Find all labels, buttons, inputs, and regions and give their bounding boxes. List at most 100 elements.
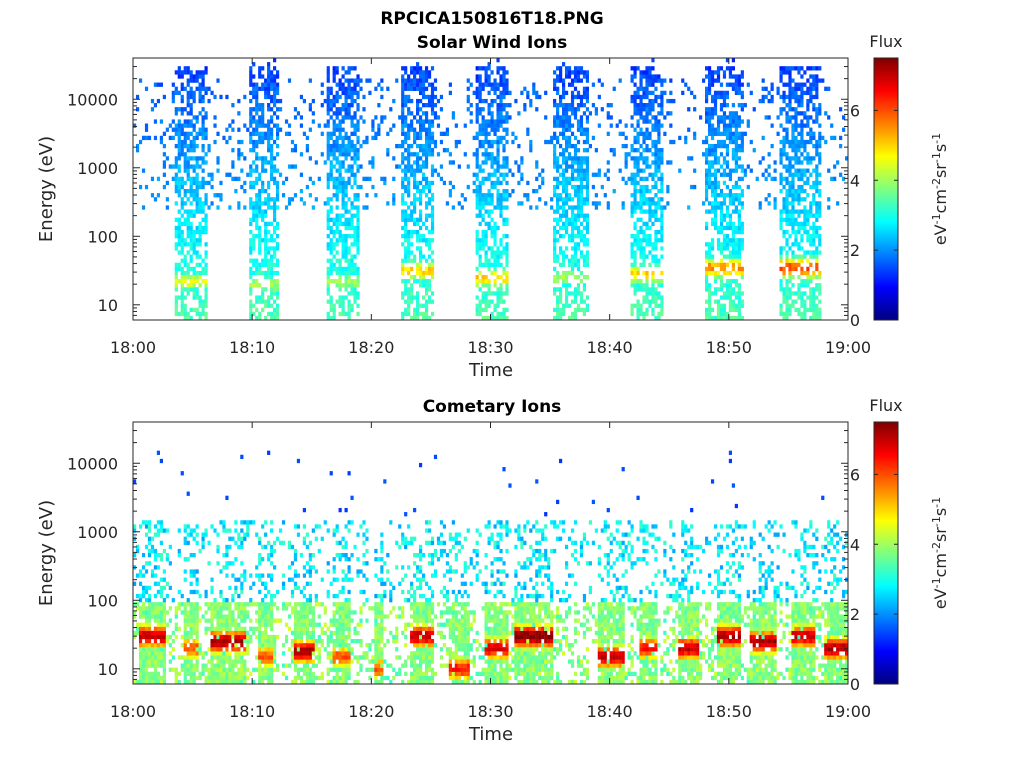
heatmap-cell bbox=[660, 90, 664, 96]
heatmap-cell bbox=[576, 156, 581, 161]
heatmap-cell bbox=[791, 180, 795, 186]
heatmap-cell bbox=[189, 274, 193, 280]
heatmap-cell bbox=[559, 291, 563, 296]
heatmap-cell bbox=[567, 193, 572, 198]
heatmap-cell bbox=[162, 634, 166, 640]
heatmap-cell bbox=[419, 78, 423, 83]
heatmap-cell bbox=[487, 111, 491, 116]
heatmap-cell bbox=[639, 86, 643, 91]
heatmap-cell bbox=[153, 557, 158, 562]
heatmap-cell bbox=[427, 131, 432, 136]
heatmap-cell bbox=[332, 123, 336, 128]
heatmap-cell bbox=[654, 242, 658, 247]
heatmap-cell bbox=[481, 123, 485, 128]
heatmap-cell bbox=[478, 78, 482, 83]
heatmap-cell bbox=[645, 82, 649, 87]
heatmap-cell bbox=[264, 86, 268, 91]
heatmap-cell bbox=[484, 160, 488, 165]
heatmap-cell bbox=[460, 205, 464, 210]
heatmap-cell bbox=[493, 270, 497, 276]
heatmap-cell bbox=[731, 229, 735, 235]
heatmap-cell bbox=[496, 262, 500, 267]
heatmap-cell bbox=[427, 74, 432, 79]
heatmap-cell bbox=[150, 634, 155, 640]
heatmap-cell bbox=[326, 283, 330, 288]
heatmap-cell bbox=[448, 90, 452, 96]
heatmap-cell bbox=[746, 123, 750, 128]
heatmap-cell bbox=[198, 221, 202, 227]
heatmap-cell bbox=[198, 131, 202, 136]
heatmap-cell bbox=[734, 283, 738, 288]
heatmap-cell bbox=[556, 180, 560, 186]
heatmap-cell bbox=[719, 201, 724, 206]
heatmap-cell bbox=[404, 311, 408, 317]
heatmap-cell bbox=[788, 94, 792, 100]
heatmap-cell bbox=[490, 103, 494, 108]
heatmap-cell bbox=[410, 66, 414, 71]
heatmap-cell bbox=[401, 279, 405, 284]
heatmap-cell bbox=[785, 193, 789, 198]
heatmap-cell bbox=[171, 94, 175, 100]
heatmap-cell bbox=[812, 270, 816, 276]
heatmap-cell bbox=[809, 98, 813, 104]
heatmap-cell bbox=[576, 225, 581, 231]
heatmap-cell bbox=[526, 90, 530, 96]
heatmap-cell bbox=[407, 168, 411, 173]
heatmap-cell bbox=[264, 131, 268, 136]
heatmap-cell bbox=[567, 164, 572, 169]
heatmap-cell bbox=[335, 238, 339, 243]
heatmap-cell bbox=[252, 213, 256, 218]
heatmap-cell bbox=[329, 303, 333, 308]
heatmap-cell bbox=[648, 90, 652, 96]
heatmap-cell bbox=[642, 221, 646, 227]
heatmap-cell bbox=[353, 295, 357, 300]
heatmap-cell bbox=[496, 193, 500, 198]
heatmap-cell bbox=[660, 270, 664, 276]
heatmap-cell bbox=[562, 119, 566, 124]
heatmap-cell bbox=[523, 86, 527, 91]
heatmap-cell bbox=[788, 213, 792, 218]
heatmap-cell bbox=[770, 143, 774, 149]
heatmap-cell bbox=[570, 270, 575, 276]
heatmap-cell bbox=[335, 115, 339, 120]
heatmap-cell bbox=[430, 139, 435, 145]
heatmap-cell bbox=[553, 266, 557, 272]
heatmap-cell bbox=[809, 127, 813, 132]
heatmap-cell bbox=[713, 279, 718, 284]
heatmap-cell bbox=[719, 164, 724, 169]
heatmap-cell bbox=[505, 291, 509, 296]
heatmap-cell bbox=[249, 119, 253, 124]
heatmap-cell bbox=[159, 139, 163, 145]
heatmap-cell bbox=[526, 131, 530, 136]
heatmap-cell bbox=[710, 315, 715, 321]
heatmap-cell bbox=[791, 221, 795, 227]
heatmap-cell bbox=[657, 74, 661, 79]
heatmap-cell bbox=[636, 189, 640, 194]
heatmap-cell bbox=[183, 279, 187, 284]
heatmap-cell bbox=[353, 299, 357, 304]
heatmap-cell bbox=[252, 279, 256, 284]
heatmap-cell bbox=[493, 160, 497, 165]
heatmap-cell bbox=[404, 156, 408, 161]
heatmap-cell bbox=[651, 213, 655, 218]
heatmap-cell bbox=[270, 238, 274, 243]
heatmap-cell bbox=[276, 221, 280, 227]
heatmap-cell bbox=[818, 283, 822, 288]
heatmap-cell bbox=[138, 659, 143, 664]
heatmap-cell bbox=[192, 279, 196, 284]
heatmap-cell bbox=[728, 213, 733, 218]
heatmap-cell bbox=[728, 307, 733, 313]
heatmap-cell bbox=[186, 119, 190, 124]
heatmap-cell bbox=[636, 139, 640, 145]
heatmap-cell bbox=[180, 250, 184, 255]
heatmap-cell bbox=[556, 156, 560, 161]
heatmap-cell bbox=[252, 168, 256, 173]
heatmap-cell bbox=[195, 143, 199, 149]
heatmap-cell bbox=[153, 679, 158, 685]
heatmap-cell bbox=[421, 238, 426, 243]
heatmap-cell bbox=[141, 675, 146, 681]
heatmap-cell bbox=[192, 209, 196, 214]
heatmap-cell bbox=[535, 90, 539, 96]
heatmap-cell bbox=[728, 119, 733, 124]
heatmap-cell bbox=[576, 189, 581, 194]
